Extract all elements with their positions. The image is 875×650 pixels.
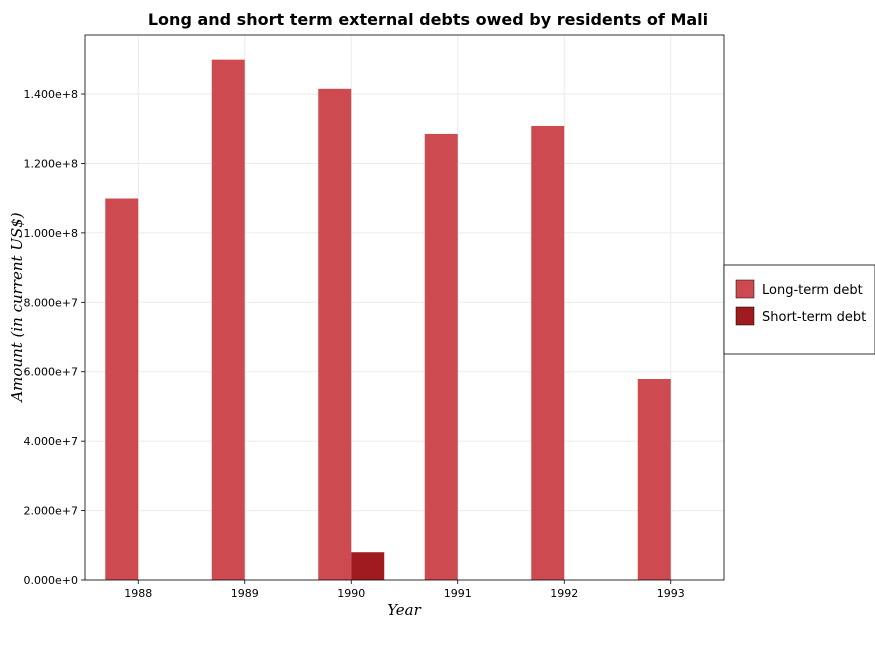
- y-tick-label: 1.200e+8: [24, 157, 78, 170]
- y-tick-label: 2.000e+7: [24, 505, 78, 518]
- chart-title: Long and short term external debts owed …: [148, 10, 708, 29]
- x-tick-label: 1993: [657, 587, 685, 600]
- x-ticks: 1988 1989 1990 1991 1992 1993: [124, 580, 685, 600]
- grid: [85, 35, 724, 581]
- x-tick-label: 1992: [550, 587, 578, 600]
- legend-label-short-term: Short-term debt: [762, 310, 866, 325]
- bar-long-term-debt: [211, 59, 245, 581]
- bar-long-term-debt: [637, 379, 671, 580]
- y-ticks: 0.000e+0 2.000e+7 4.000e+7 6.000e+7 8.000e+7…: [24, 88, 85, 587]
- legend: Long-term debt Short-term debt: [723, 264, 875, 355]
- x-tick-label: 1991: [444, 587, 472, 600]
- legend-label-long-term: Long-term debt: [762, 283, 863, 298]
- x-tick-label: 1988: [124, 587, 152, 600]
- bar-long-term-debt: [105, 198, 139, 580]
- y-axis-label: Amount (in current US$): [8, 212, 26, 403]
- legend-swatch-short-term: [735, 306, 755, 326]
- y-tick-label: 1.400e+8: [24, 88, 78, 101]
- y-tick-label: 4.000e+7: [24, 435, 78, 448]
- y-tick-label: 6.000e+7: [24, 366, 78, 379]
- bar-long-term-debt: [531, 125, 565, 581]
- bar-long-term-debt: [318, 88, 352, 581]
- legend-swatch-long-term: [735, 279, 755, 299]
- x-tick-label: 1989: [231, 587, 259, 600]
- x-tick-label: 1990: [337, 587, 365, 600]
- y-tick-label: 8.000e+7: [24, 296, 78, 309]
- bar-long-term-debt: [424, 133, 458, 581]
- bar-short-term-debt: [351, 552, 385, 580]
- y-tick-label: 1.000e+8: [24, 227, 78, 240]
- plot-frame: [84, 34, 725, 581]
- x-axis-label: Year: [387, 601, 421, 619]
- y-tick-label: 0.000e+0: [24, 574, 78, 587]
- bars: [105, 59, 671, 581]
